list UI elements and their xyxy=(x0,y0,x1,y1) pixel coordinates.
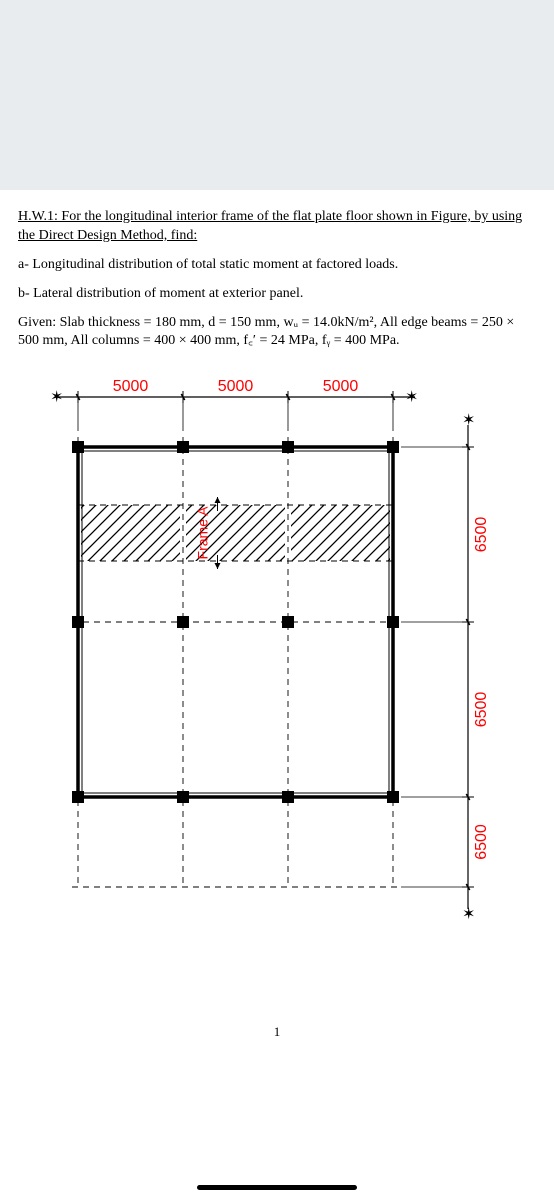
svg-text:✶: ✶ xyxy=(405,389,418,406)
document-page: H.W.1: For the longitudinal interior fra… xyxy=(0,190,554,1200)
svg-text:6500: 6500 xyxy=(473,824,490,860)
svg-text:✶: ✶ xyxy=(462,906,475,923)
item-a: a- Longitudinal distribution of total st… xyxy=(18,256,536,275)
svg-text:6500: 6500 xyxy=(473,517,490,553)
svg-text:5000: 5000 xyxy=(323,378,359,395)
svg-text:Frame A: Frame A xyxy=(195,506,211,560)
figure-container: 5000 5000 5000 ✶ ✶ ✶ ✶ 6500 6500 6500 Frame A xyxy=(18,367,536,927)
problem-heading: H.W.1: For the longitudinal interior fra… xyxy=(18,208,536,246)
given-text: Given: Slab thickness = 180 mm, d = 150 … xyxy=(18,314,536,352)
svg-text:✶: ✶ xyxy=(462,412,475,429)
home-indicator[interactable] xyxy=(197,1185,357,1190)
item-b: b- Lateral distribution of moment at ext… xyxy=(18,285,536,304)
svg-text:5000: 5000 xyxy=(218,378,254,395)
svg-text:✶: ✶ xyxy=(50,389,63,406)
svg-text:5000: 5000 xyxy=(113,378,149,395)
svg-text:6500: 6500 xyxy=(473,692,490,728)
page-number: 1 xyxy=(274,1024,281,1040)
plan-figure: 5000 5000 5000 ✶ ✶ ✶ ✶ 6500 6500 6500 Frame A xyxy=(18,367,536,927)
